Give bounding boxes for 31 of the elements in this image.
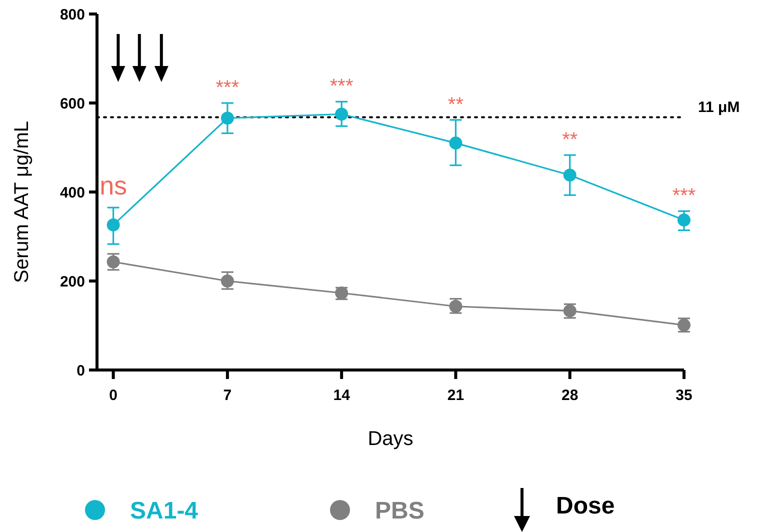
point [106,255,120,268]
x-tick-label: 7 [223,387,232,404]
annotation: *** [216,77,240,99]
point [106,218,120,232]
text: Dose [556,492,615,520]
y-tick-label: 800 [60,6,85,24]
point [220,112,234,125]
legend-label: PBS [375,497,424,524]
legend-label: SA1-4 [130,497,199,524]
x-tick-label: 21 [447,387,464,404]
annotation: *** [672,185,696,208]
x-tick-label: 28 [562,387,578,404]
point [220,274,234,288]
x-tick-label: 0 [109,387,118,404]
y-tick-label: 400 [60,184,85,202]
annotation: *** [330,76,354,98]
ref-line-label: 11 μM [698,99,740,116]
y-tick-label: 600 [60,95,85,112]
x-axis-title: Days [368,428,414,450]
x-tick-label: 35 [676,387,692,404]
annotation: ** [562,129,578,152]
point [449,136,462,150]
x-tick-label: 14 [333,387,351,404]
annotation: ** [448,94,464,116]
y-tick-label: 0 [76,362,85,380]
y-tick-label: 200 [60,273,85,290]
y-axis-title: Serum AAT μg/mL [11,121,33,283]
point [335,108,348,121]
point [678,214,690,227]
annotation: ns [100,170,128,201]
point [563,168,576,182]
